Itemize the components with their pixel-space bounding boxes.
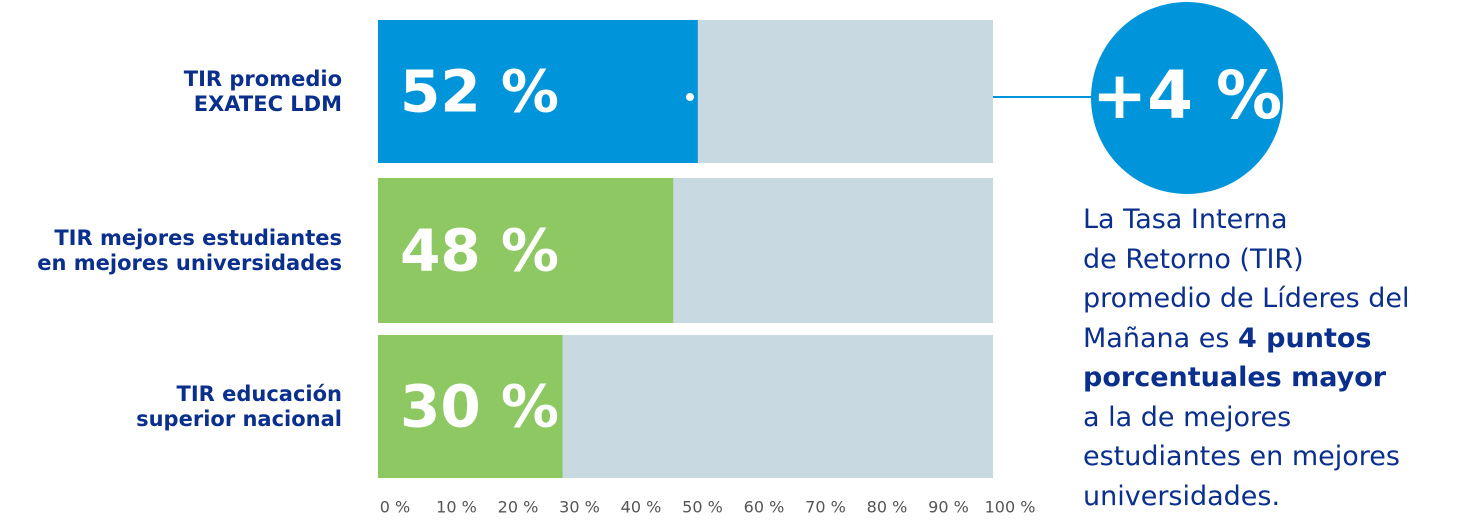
bar (378, 335, 563, 478)
x-tick-label: 60 % (744, 498, 785, 517)
x-tick-label: 100 % (985, 498, 1036, 517)
description-text: a la de mejores (1083, 401, 1292, 433)
category-label: TIR mejores estudiantes en mejores unive… (37, 225, 342, 275)
x-tick-label: 70 % (805, 498, 846, 517)
value-label: 52 % (400, 58, 559, 126)
bar (378, 20, 698, 163)
description-line: estudiantes en mejores (1083, 437, 1409, 477)
description-line: a la de mejores (1083, 398, 1409, 438)
x-tick-label: 0 % (380, 498, 410, 517)
annotation: +4 % (1092, 57, 1282, 134)
value-label: 30 % (400, 373, 559, 441)
category-label: TIR educación superior nacional (136, 381, 342, 431)
value-label: 48 % (400, 217, 559, 285)
description-line: de Retorno (TIR) (1083, 240, 1409, 280)
category-label: TIR promedio EXATEC LDM (183, 66, 342, 116)
description-line: porcentuales mayor (1083, 358, 1409, 398)
description-text: Mañana es (1083, 322, 1238, 354)
description-text: estudiantes en mejores (1083, 441, 1400, 472)
description-text: porcentuales mayor (1083, 362, 1387, 393)
connector-dot (684, 91, 696, 103)
x-tick-label: 10 % (436, 498, 477, 517)
x-tick-label: 20 % (498, 498, 539, 517)
x-tick-label: 50 % (682, 498, 723, 517)
annotation-circle (1091, 2, 1283, 194)
x-tick-label: 40 % (621, 498, 662, 517)
description: La Tasa Interna de Retorno (TIR) promedio … (1083, 200, 1409, 516)
description-text: universidades. (1083, 480, 1281, 512)
description-line: universidades. (1083, 477, 1409, 517)
description-text: de Retorno (TIR) (1083, 243, 1304, 275)
description-line: La Tasa Interna (1083, 200, 1409, 240)
description-text: 4 puntos (1238, 322, 1372, 354)
x-tick-label: 80 % (867, 498, 908, 517)
description-text: promedio de Líderes del (1083, 283, 1410, 314)
x-tick-label: 30 % (559, 498, 600, 517)
bar (378, 178, 674, 323)
description-line: promedio de Líderes del (1083, 279, 1409, 319)
description-text: La Tasa Interna (1083, 204, 1288, 235)
x-tick-label: 90 % (928, 498, 969, 517)
description-line: Mañana es 4 puntos (1083, 319, 1409, 359)
